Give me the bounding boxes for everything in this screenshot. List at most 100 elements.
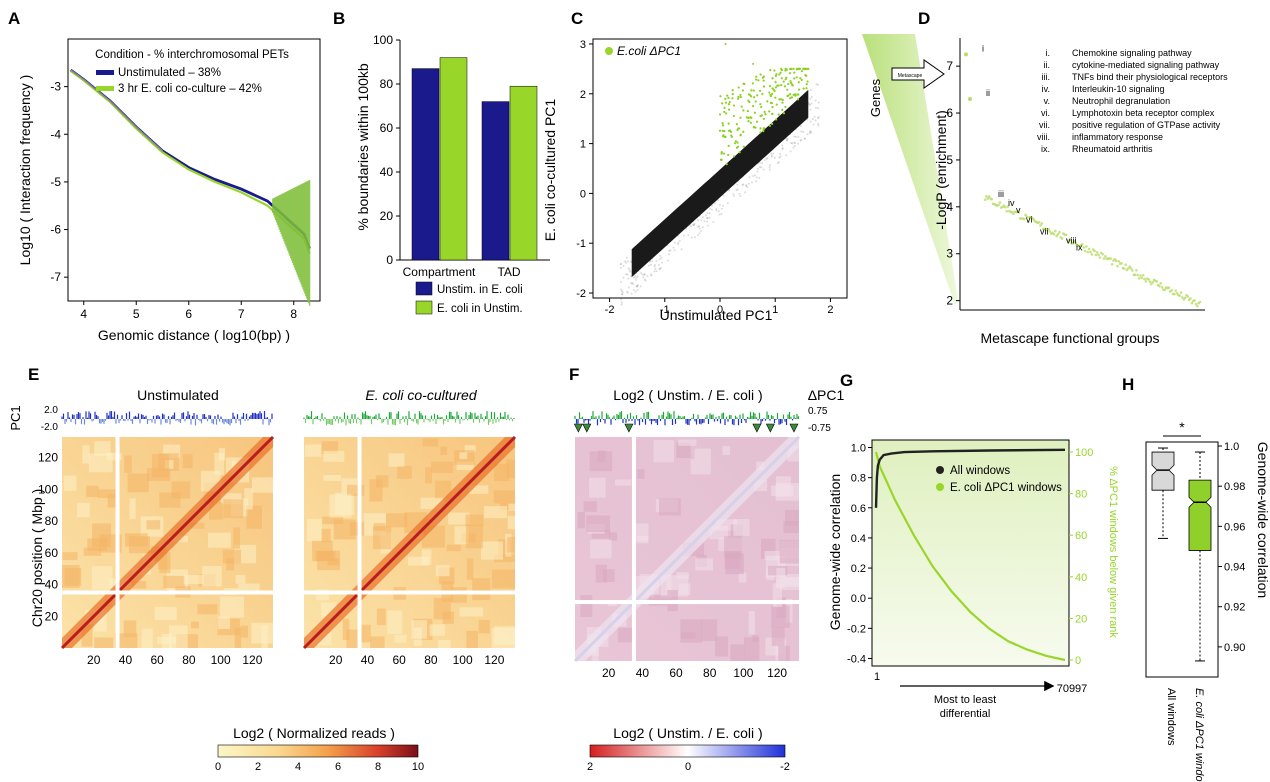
panel-g-ytick-label: -0.2 <box>847 623 866 635</box>
genes-funnel <box>862 34 958 305</box>
panel-c-delta-point <box>739 93 742 97</box>
panel-c-delta-point <box>742 109 745 112</box>
panel-e-colorbar-tick: 6 <box>335 761 341 773</box>
panel-c-halo-point <box>817 107 820 110</box>
panel-c-halo-point <box>653 265 656 268</box>
panel-c-halo-point <box>714 202 717 205</box>
panel-d-point <box>1170 289 1173 292</box>
panel-e-heatmap-2-patch <box>506 459 515 478</box>
panel-e-colorbar-tick: 4 <box>295 761 301 773</box>
panel-f-heatmap-patch <box>771 485 794 497</box>
panel-c-halo-point <box>809 130 812 133</box>
panel-e-heatmap-2-patch <box>456 461 474 471</box>
panel-c-delta-point <box>792 93 795 96</box>
panel-h-ytick-label: 1.0 <box>1224 441 1239 453</box>
panel-label-b: B <box>333 9 345 28</box>
panel-e-heatmap-1-patch <box>123 620 137 637</box>
panel-c-halo-point <box>635 276 638 279</box>
panel-c-delta-point <box>789 81 793 85</box>
panel-d-xlabel: Metascape functional groups <box>981 330 1160 346</box>
panel-c-halo-point <box>668 249 671 252</box>
panel-c-halo-point <box>706 220 709 223</box>
panel-c-delta-point <box>745 116 748 119</box>
panel-e-colorbar-label: Log2 ( Normalized reads ) <box>233 725 395 741</box>
panel-e-heatmap-2-patch <box>493 490 515 504</box>
panel-c-delta-point <box>736 128 739 132</box>
panel-c-halo-point <box>620 288 623 291</box>
panel-e-heatmap-2-patch <box>466 630 478 648</box>
panel-f-heatmap-patch <box>577 512 586 529</box>
panel-c-halo-point <box>803 137 806 140</box>
panel-d-term-name: Chemokine signaling pathway <box>1072 48 1192 58</box>
panel-f-marker <box>765 423 775 433</box>
panel-c-halo-point <box>623 260 626 263</box>
panel-c-halo-point <box>755 176 758 179</box>
panel-c-halo-point <box>803 137 806 140</box>
panel-c-halo-point <box>781 144 784 147</box>
panel-e-heatmap-2-patch <box>446 544 461 552</box>
panel-e-pc1-label: PC1 <box>8 405 23 430</box>
panel-f-heatmap-patch <box>694 448 711 460</box>
panel-c-delta-point <box>786 88 789 91</box>
panel-c-delta-point <box>782 80 785 83</box>
panel-e-heatmap-1-patch <box>151 454 169 478</box>
panel-c-halo-point <box>636 275 639 278</box>
panel-c-frame <box>592 38 848 299</box>
panel-c-delta-point <box>728 108 731 111</box>
panel-g-y2tick-label: 100 <box>1075 447 1093 459</box>
panel-c-delta-point <box>769 101 772 104</box>
panel-c-halo-point <box>757 167 760 170</box>
panel-a-legend-swatch-green <box>96 86 114 91</box>
panel-e-heatmap-2-patch <box>397 465 412 479</box>
panel-e-colorbar-tick: 0 <box>215 761 221 773</box>
panel-b-category-label: TAD <box>497 265 520 279</box>
panel-e-colorbar-tick: 8 <box>375 761 381 773</box>
panel-c-delta-point <box>729 129 732 132</box>
panel-c-halo-point <box>701 226 704 229</box>
panel-c-delta-point <box>742 82 745 85</box>
panel-c-delta-point <box>749 121 752 124</box>
panel-e-heatmap-1-patch <box>62 552 78 561</box>
panel-d-point <box>987 195 991 198</box>
panel-f-heatmap-patch <box>586 515 611 532</box>
panel-e-heatmap-2-patch <box>478 619 490 634</box>
panel-d-point <box>1098 256 1102 259</box>
panel-c-halo-point <box>758 166 761 169</box>
panel-f-heatmap-patch <box>617 627 633 643</box>
panel-c-delta-point <box>727 96 730 99</box>
panel-c-halo-point <box>738 192 741 195</box>
panel-c-halo-point <box>815 106 818 109</box>
panel-d-point <box>1151 280 1154 284</box>
panel-d-point <box>1174 289 1177 292</box>
panel-e-heatmap-1-patch <box>97 489 116 499</box>
panel-d-point <box>1058 230 1061 234</box>
panel-c-halo-point <box>632 276 635 279</box>
panel-e-pc1-tick-top: 2.0 <box>44 405 58 416</box>
panel-f-colorbar <box>589 744 786 758</box>
panel-c-halo-point <box>654 267 657 270</box>
panel-c-halo-point <box>630 260 633 263</box>
panel-c-halo-point <box>745 184 748 187</box>
panel-c-delta-point <box>792 67 795 70</box>
panel-c-delta-point <box>784 105 787 109</box>
panel-c-delta-point <box>723 110 726 113</box>
panel-b-ylabel: % boundaries within 100kb <box>355 63 371 231</box>
panel-c-halo-point <box>625 261 628 264</box>
panel-c-halo-point <box>794 135 797 138</box>
panel-label-a: A <box>8 9 20 28</box>
panel-c-delta-point <box>733 155 736 158</box>
panel-d-ytick-label: 7 <box>946 59 953 73</box>
panel-c-delta-point <box>789 93 792 96</box>
panel-e-heatmap-2-patch <box>466 558 474 580</box>
panel-e-xtick-label: 100 <box>453 653 473 667</box>
panel-c-halo-point <box>709 207 712 210</box>
panel-d-point <box>1025 215 1029 219</box>
panel-d-point <box>1194 302 1198 306</box>
panel-f-heatmap-patch <box>695 558 714 571</box>
panel-c-halo-point <box>764 158 767 161</box>
panel-c-halo-point <box>773 156 776 159</box>
panel-c-halo-point <box>690 225 693 228</box>
panel-c-halo-point <box>706 224 709 227</box>
panel-c-halo-point <box>710 208 713 211</box>
panel-c-delta-point <box>797 88 801 91</box>
